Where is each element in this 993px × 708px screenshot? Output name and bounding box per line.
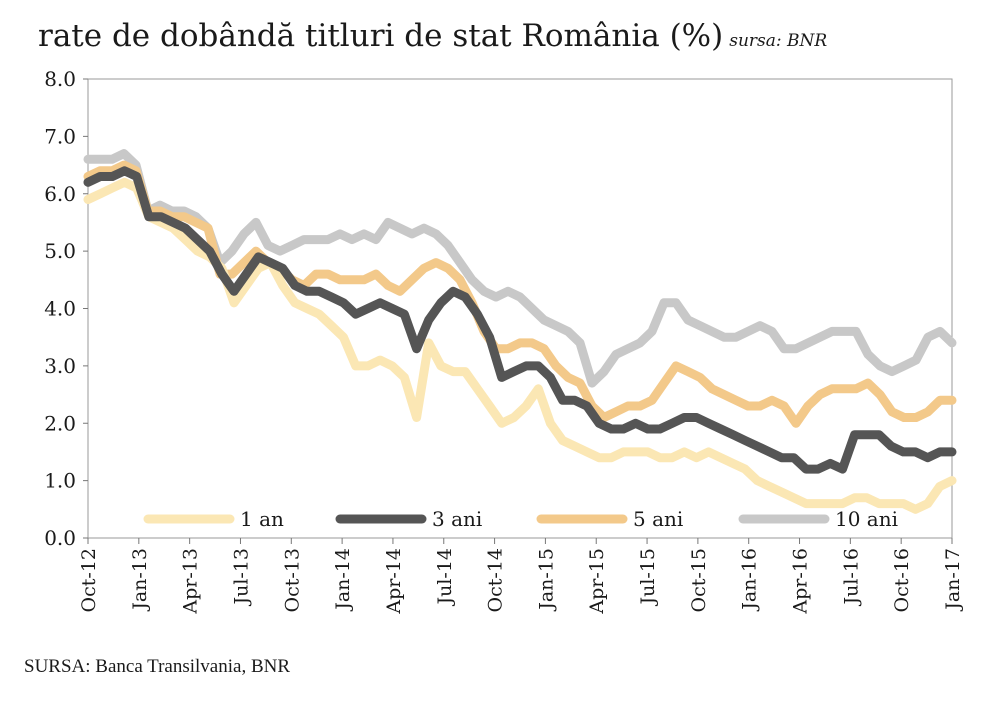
- footer-source: SURSA: Banca Transilvania, BNR: [24, 656, 291, 677]
- y-tick-label: 3.0: [44, 354, 76, 378]
- legend-label-1-an: 1 an: [240, 507, 284, 531]
- series-line-3-ani: [83, 166, 957, 474]
- series-line-1-an: [83, 177, 957, 514]
- x-tick-label: Apr-13: [180, 548, 202, 615]
- chart-title: rate de dobândă titluri de stat România …: [38, 18, 827, 54]
- y-tick-label: 0.0: [44, 526, 76, 550]
- x-tick-label: Oct-14: [485, 548, 507, 612]
- y-tick-label: 5.0: [44, 239, 76, 263]
- chart-title-text: rate de dobândă titluri de stat România …: [38, 18, 724, 54]
- x-tick-label: Oct-12: [78, 548, 100, 612]
- y-tick-label: 6.0: [44, 182, 76, 206]
- x-tick-label: Jan-13: [129, 548, 151, 612]
- x-tick-label: Jul-15: [637, 548, 659, 607]
- legend-label-10-ani: 10 ani: [835, 507, 898, 531]
- y-tick-label: 8.0: [44, 67, 76, 91]
- y-tick-label: 1.0: [44, 469, 76, 493]
- legend-label-5-ani: 5 ani: [633, 507, 683, 531]
- series-line-10-ani: [83, 149, 957, 388]
- x-tick-label: Jul-13: [230, 548, 252, 607]
- series-line-5-ani: [83, 160, 957, 428]
- x-tick-label: Jan-17: [942, 548, 964, 612]
- source-note: sursa: BNR: [729, 31, 828, 51]
- x-tick-label: Apr-14: [383, 548, 405, 615]
- legend-label-3-ani: 3 ani: [432, 507, 482, 531]
- line-chart: 0.0 1.0 2.0 3.0 4.0 5.0 6.0 7.0 8.0 Oct-12 Jan-13 A…: [44, 67, 964, 615]
- x-tick-label: Apr-16: [790, 548, 812, 615]
- x-tick-label: Jan-14: [332, 548, 354, 612]
- x-tick-label: Oct-13: [281, 548, 303, 612]
- y-tick-label: 4.0: [44, 297, 76, 321]
- x-tick-label: Jan-15: [535, 548, 557, 612]
- x-tick-label: Jul-16: [840, 548, 862, 607]
- x-tick-label: Jul-14: [434, 548, 456, 607]
- x-tick-label: Oct-16: [891, 548, 913, 612]
- y-tick-label: 2.0: [44, 411, 76, 435]
- x-tick-label: Apr-15: [586, 548, 608, 615]
- y-tick-label: 7.0: [44, 124, 76, 148]
- x-tick-label: Jan-16: [739, 548, 761, 612]
- x-tick-label: Oct-15: [688, 548, 710, 612]
